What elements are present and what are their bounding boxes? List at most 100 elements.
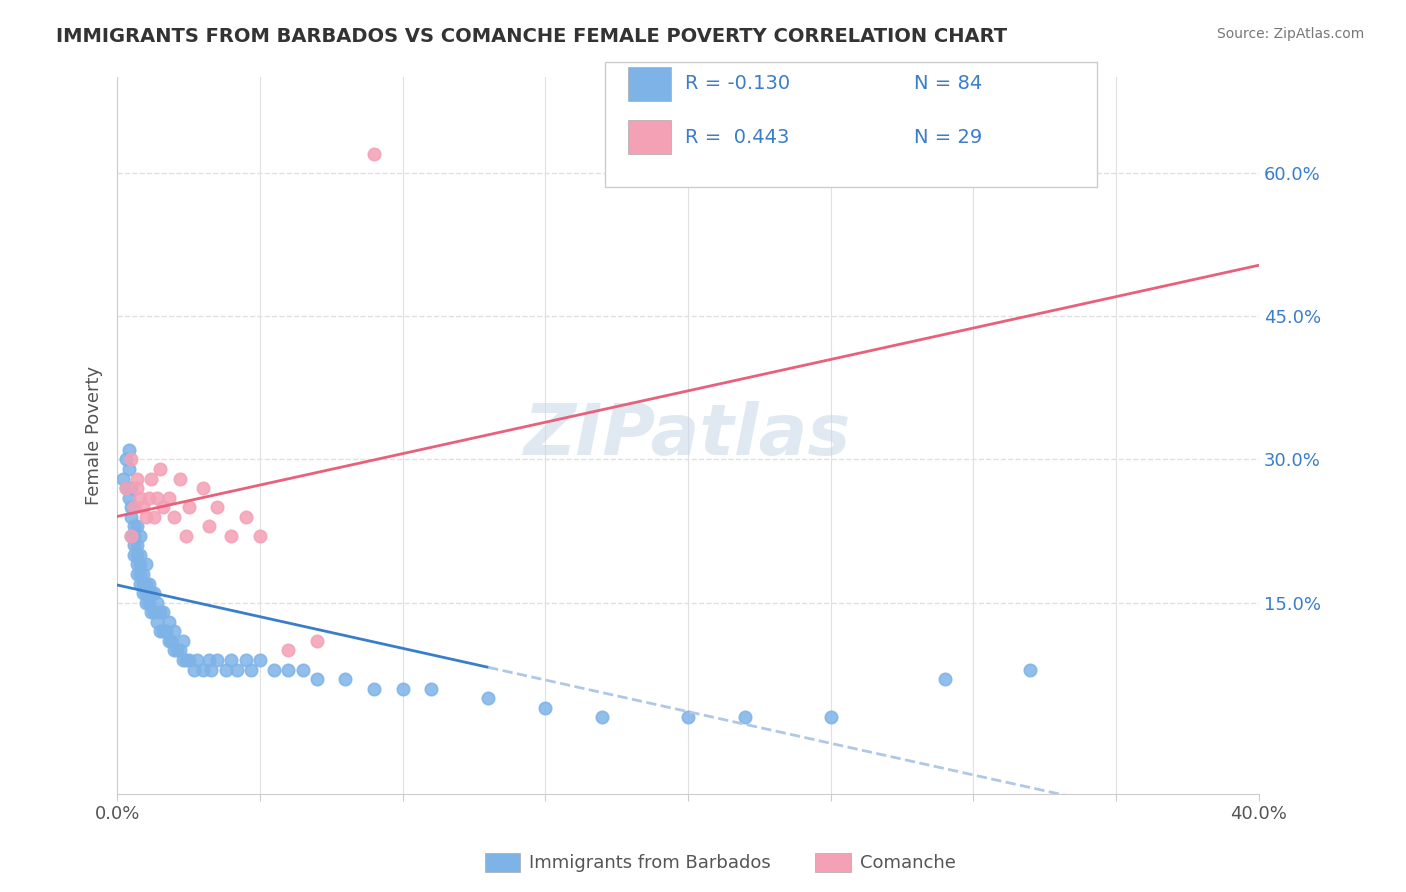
Point — [127, 538, 149, 552]
Point — [305, 672, 328, 686]
Point — [111, 471, 134, 485]
Point — [214, 663, 236, 677]
Point — [129, 548, 152, 562]
Point — [477, 691, 499, 706]
Point — [277, 643, 299, 657]
Point — [157, 615, 180, 629]
Point — [138, 596, 160, 610]
Point — [420, 681, 443, 696]
Point — [124, 529, 146, 543]
Point — [138, 491, 160, 505]
Point — [135, 509, 157, 524]
Point — [820, 710, 842, 724]
Point — [591, 710, 613, 724]
Point — [166, 643, 188, 657]
Point — [124, 500, 146, 515]
Point — [149, 462, 172, 476]
Point — [114, 481, 136, 495]
Point — [114, 452, 136, 467]
Point — [141, 471, 163, 485]
Point — [132, 567, 155, 582]
Point — [221, 653, 243, 667]
Point — [149, 605, 172, 619]
Y-axis label: Female Poverty: Female Poverty — [86, 366, 103, 505]
Text: N = 84: N = 84 — [914, 74, 983, 94]
Point — [734, 710, 756, 724]
Point — [141, 605, 163, 619]
Point — [183, 663, 205, 677]
Text: IMMIGRANTS FROM BARBADOS VS COMANCHE FEMALE POVERTY CORRELATION CHART: IMMIGRANTS FROM BARBADOS VS COMANCHE FEM… — [56, 27, 1007, 45]
Point — [138, 576, 160, 591]
Point — [129, 529, 152, 543]
Point — [127, 481, 149, 495]
Point — [124, 500, 146, 515]
Point — [174, 529, 197, 543]
Point — [169, 643, 191, 657]
Point — [191, 481, 214, 495]
Text: N = 29: N = 29 — [914, 128, 983, 147]
Point — [277, 663, 299, 677]
Point — [120, 509, 142, 524]
Point — [226, 663, 249, 677]
Point — [124, 548, 146, 562]
Point — [191, 663, 214, 677]
Point — [120, 500, 142, 515]
Point — [172, 653, 194, 667]
Point — [124, 538, 146, 552]
Point — [157, 491, 180, 505]
Point — [157, 633, 180, 648]
Point — [291, 663, 314, 677]
Text: Source: ZipAtlas.com: Source: ZipAtlas.com — [1216, 27, 1364, 41]
Text: R =  0.443: R = 0.443 — [685, 128, 789, 147]
Point — [129, 567, 152, 582]
Point — [174, 653, 197, 667]
Point — [534, 700, 557, 714]
Point — [221, 529, 243, 543]
Point — [127, 519, 149, 533]
Point — [249, 653, 271, 667]
Point — [172, 633, 194, 648]
Point — [129, 491, 152, 505]
Point — [120, 481, 142, 495]
Point — [152, 500, 174, 515]
Point — [934, 672, 956, 686]
Point — [363, 146, 385, 161]
Point — [200, 663, 222, 677]
Point — [1019, 663, 1042, 677]
Point — [135, 558, 157, 572]
Point — [146, 596, 169, 610]
Point — [143, 605, 166, 619]
Point — [127, 558, 149, 572]
Point — [132, 576, 155, 591]
Point — [135, 576, 157, 591]
Point — [163, 643, 186, 657]
Point — [676, 710, 699, 724]
Point — [120, 452, 142, 467]
Point — [152, 624, 174, 639]
Point — [127, 471, 149, 485]
Point — [205, 500, 228, 515]
Point — [143, 586, 166, 600]
Point — [114, 481, 136, 495]
Point — [143, 509, 166, 524]
Point — [177, 500, 200, 515]
Point — [155, 624, 177, 639]
Point — [117, 462, 139, 476]
Point — [197, 653, 219, 667]
Point — [152, 605, 174, 619]
Point — [169, 471, 191, 485]
Point — [146, 491, 169, 505]
Point — [120, 529, 142, 543]
Point — [205, 653, 228, 667]
Text: R = -0.130: R = -0.130 — [685, 74, 790, 94]
Point — [124, 519, 146, 533]
Point — [335, 672, 357, 686]
Point — [132, 586, 155, 600]
Point — [129, 576, 152, 591]
Point — [363, 681, 385, 696]
Point — [177, 653, 200, 667]
Point — [120, 529, 142, 543]
Point — [305, 633, 328, 648]
Point — [127, 567, 149, 582]
Point — [240, 663, 263, 677]
